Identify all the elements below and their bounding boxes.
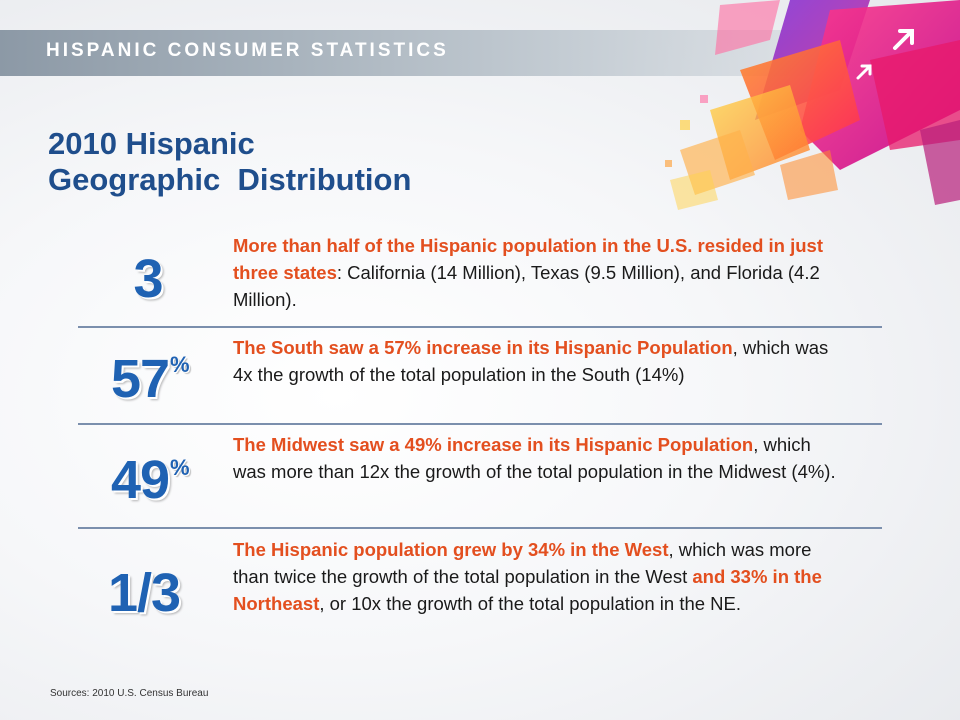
page-title-line1: 2010 Hispanic [48, 126, 255, 161]
stat-description: More than half of the Hispanic populatio… [233, 232, 843, 313]
stat-description: The Hispanic population grew by 34% in t… [233, 536, 843, 617]
stat-number: 1/3 [107, 563, 181, 623]
decorative-ribbons-graphic [665, 0, 960, 210]
row-divider [78, 527, 882, 529]
stat-highlight: More than half of the Hispanic populatio… [233, 235, 823, 283]
page-title-line2: Geographic Distribution [48, 162, 412, 197]
row-divider [78, 326, 882, 328]
stat-row-midwest: 49 % The Midwest saw a 49% increase in i… [78, 427, 882, 525]
stat-highlight: The South saw a 57% increase in its Hisp… [233, 337, 733, 358]
stat-detail: , which was more than twice the growth o… [233, 539, 812, 587]
stat-highlight: The Midwest saw a 49% increase in its Hi… [233, 434, 754, 455]
stat-detail-2: , or 10x the growth of the total populat… [319, 593, 742, 614]
stat-number: 57 [110, 349, 170, 409]
stat-percent-sign: % [170, 352, 190, 377]
stat-row-south: 57 % The South saw a 57% increase in its… [78, 330, 882, 422]
header-title: HISPANIC CONSUMER STATISTICS [46, 40, 449, 61]
stat-row-west: 1/3 The Hispanic population grew by 34% … [78, 532, 882, 657]
stat-detail: , which was more than 12x the growth of … [233, 434, 836, 482]
source-note: Sources: 2010 U.S. Census Bureau [50, 688, 209, 699]
row-divider [78, 423, 882, 425]
stat-number: 3 [133, 249, 163, 309]
stat-number: 49 [110, 450, 170, 510]
stat-row-states: 3 More than half of the Hispanic populat… [78, 228, 882, 326]
stat-highlight-2: and 33% in the Northeast [233, 566, 822, 614]
stat-percent-sign: % [170, 455, 190, 480]
stat-description: The South saw a 57% increase in its Hisp… [233, 334, 843, 388]
page-title: 2010 Hispanic Geographic Distribution [48, 126, 468, 198]
stat-detail: , which was 4x the growth of the total p… [233, 337, 829, 385]
stat-description: The Midwest saw a 49% increase in its Hi… [233, 431, 843, 485]
stat-detail: : California (14 Million), Texas (9.5 Mi… [233, 262, 820, 310]
stat-highlight: The Hispanic population grew by 34% in t… [233, 539, 669, 560]
